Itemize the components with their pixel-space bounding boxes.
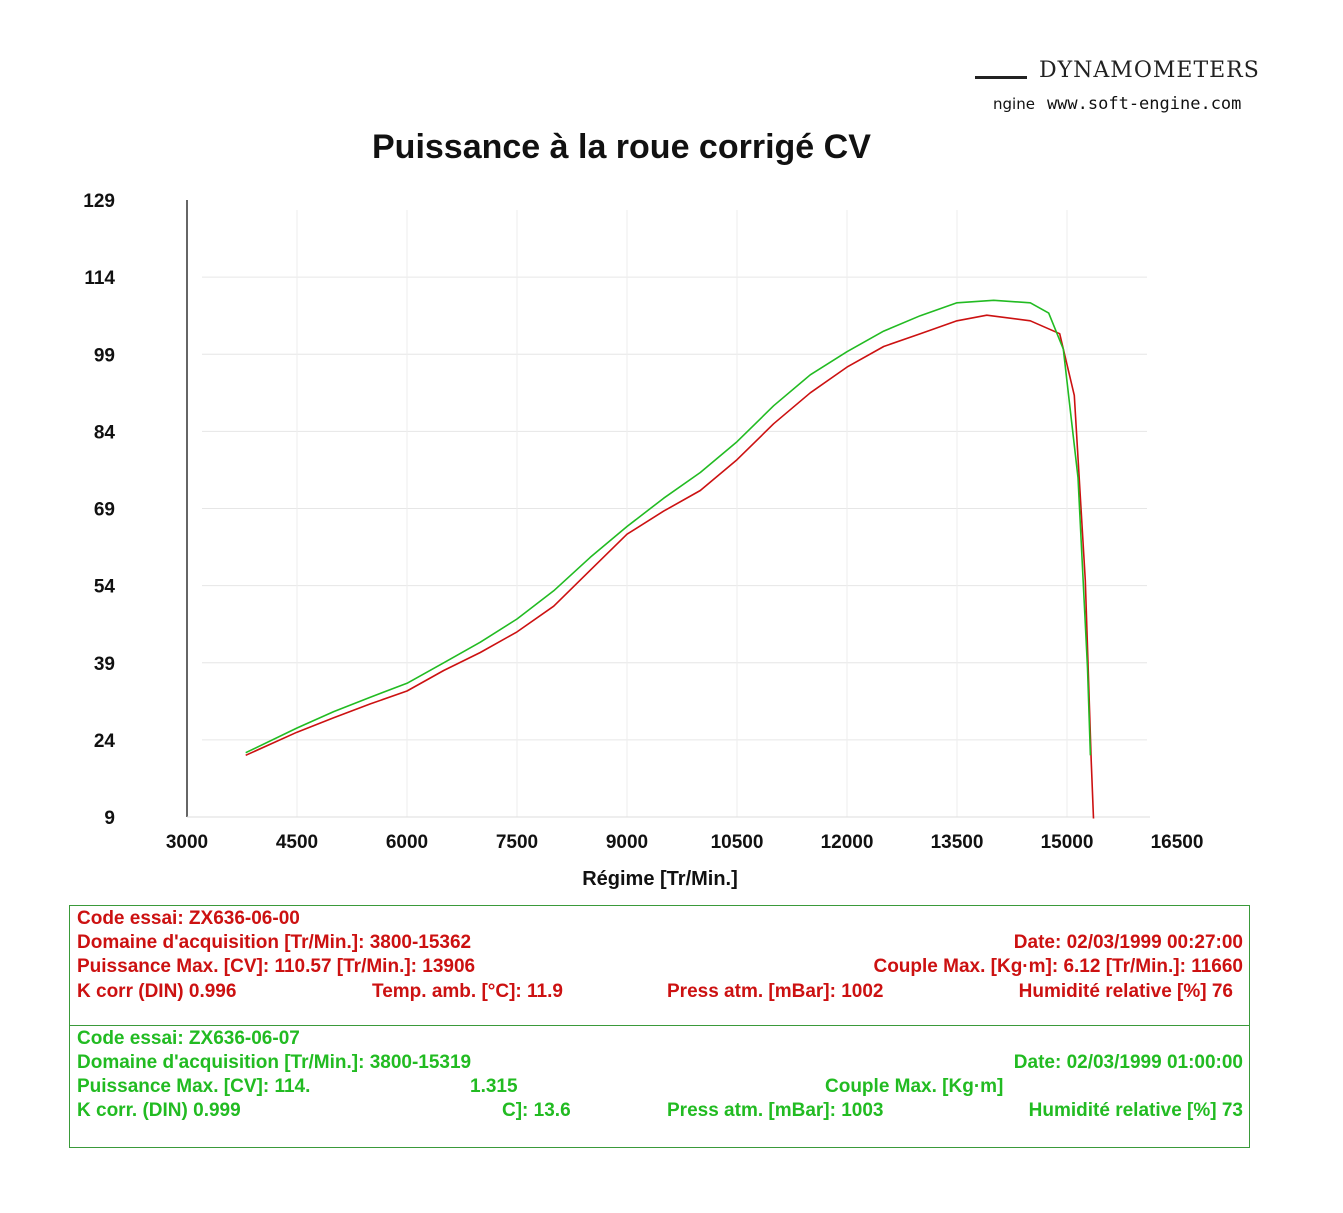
info-panel-green: Code essai: ZX636-06-07 Domaine d'acquis…	[69, 1026, 1250, 1148]
chart-grid	[202, 210, 1147, 817]
green-date: Date: 02/03/1999 01:00:00	[1013, 1052, 1243, 1073]
x-tick-label: 10500	[711, 832, 764, 853]
y-axis-ticks: 129 114 99 84 69 54 39 24 9	[83, 191, 115, 829]
x-tick-label: 15000	[1041, 832, 1094, 853]
green-temp: C]: 13.6	[502, 1100, 571, 1121]
brand-line	[975, 76, 1027, 79]
y-tick-label: 84	[94, 422, 116, 443]
green-couple: Couple Max. [Kg·m]	[825, 1076, 1004, 1097]
x-tick-label: 3000	[166, 832, 208, 853]
power-chart: 129 114 99 84 69 54 39 24 9 3000 4500 6000 7500 9000…	[83, 191, 1204, 890]
green-humid: Humidité relative [%] 73	[1028, 1100, 1243, 1121]
red-humid: Humidité relative [%] 76	[1018, 981, 1233, 1002]
info-panel-red: Code essai: ZX636-06-00 Domaine d'acquis…	[69, 905, 1250, 1026]
brand-name: DYNAMOMETERS	[1039, 58, 1260, 83]
chart-series	[245, 299, 1095, 819]
y-tick-label: 54	[94, 577, 116, 598]
x-axis-label: Régime [Tr/Min.]	[582, 868, 738, 890]
x-tick-label: 16500	[1151, 832, 1204, 853]
x-tick-label: 6000	[386, 832, 428, 853]
green-domaine: Domaine d'acquisition [Tr/Min.]: 3800-15…	[77, 1052, 472, 1073]
red-domaine: Domaine d'acquisition [Tr/Min.]: 3800-15…	[77, 932, 472, 953]
green-kcorr: K corr. (DIN) 0.999	[77, 1100, 241, 1121]
y-tick-label: 24	[94, 731, 116, 752]
x-tick-label: 4500	[276, 832, 318, 853]
green-puissance: Puissance Max. [CV]: 114.	[77, 1076, 311, 1097]
x-tick-label: 12000	[821, 832, 874, 853]
y-tick-label: 114	[84, 268, 115, 289]
brand-fragment: ngine	[993, 95, 1035, 113]
chart-title: Puissance à la roue corrigé CV	[372, 128, 871, 166]
red-couple: Couple Max. [Kg·m]: 6.12 [Tr/Min.]: 1166…	[873, 956, 1243, 977]
red-temp: Temp. amb. [°C]: 11.9	[372, 981, 563, 1002]
x-tick-label: 9000	[606, 832, 648, 853]
brand-logo: DYNAMOMETERS ngine www.soft-engine.com	[975, 58, 1275, 118]
green-press: Press atm. [mBar]: 1003	[667, 1100, 884, 1121]
x-tick-label: 13500	[931, 832, 984, 853]
brand-url: www.soft-engine.com	[1046, 94, 1242, 114]
red-puissance: Puissance Max. [CV]: 110.57 [Tr/Min.]: 1…	[77, 956, 476, 977]
x-tick-label: 7500	[496, 832, 538, 853]
red-kcorr: K corr (DIN) 0.996	[77, 981, 237, 1002]
y-tick-label: 9	[104, 808, 115, 829]
y-tick-label: 69	[94, 500, 115, 521]
y-tick-label: 99	[94, 345, 115, 366]
brand-subline: ngine www.soft-engine.com	[993, 94, 1241, 114]
series-line-zx636-06-00	[245, 314, 1095, 819]
x-axis-ticks: 3000 4500 6000 7500 9000 10500 12000 13500 15000…	[166, 832, 1204, 853]
green-puissance-rpm: 1.315	[470, 1076, 518, 1097]
red-date: Date: 02/03/1999 00:27:00	[1013, 932, 1243, 953]
red-press: Press atm. [mBar]: 1002	[667, 981, 884, 1002]
green-code: Code essai: ZX636-06-07	[77, 1028, 300, 1049]
red-code: Code essai: ZX636-06-00	[77, 908, 300, 929]
y-tick-label: 129	[83, 191, 115, 212]
series-line-zx636-06-07	[245, 299, 1092, 756]
y-tick-label: 39	[94, 654, 115, 675]
